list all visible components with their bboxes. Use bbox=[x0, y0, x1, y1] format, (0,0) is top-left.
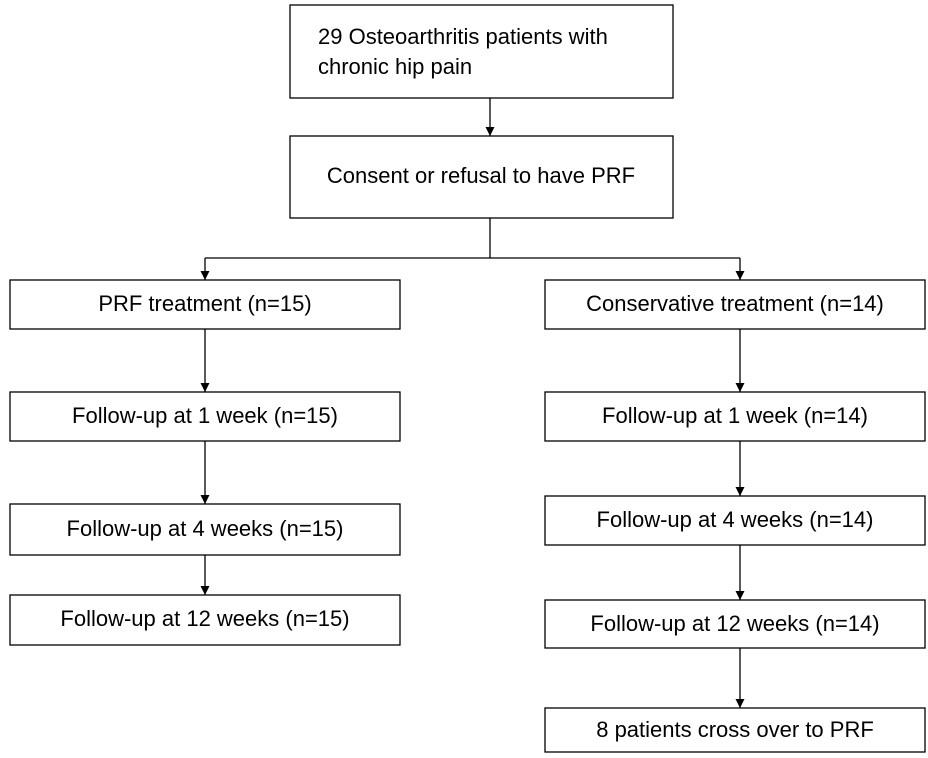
node-label: Follow-up at 12 weeks (n=14) bbox=[590, 611, 879, 636]
node-label: Conservative treatment (n=14) bbox=[586, 291, 884, 316]
node-box bbox=[544, 599, 926, 649]
node-box bbox=[544, 279, 926, 330]
node-label: Follow-up at 4 weeks (n=14) bbox=[597, 507, 874, 532]
connectors bbox=[200, 98, 745, 708]
node-box bbox=[9, 594, 401, 646]
node-box bbox=[544, 391, 926, 442]
node-box bbox=[289, 135, 674, 219]
node-label: chronic hip pain bbox=[318, 54, 472, 79]
node-label: PRF treatment (n=15) bbox=[98, 291, 311, 316]
node-label: Consent or refusal to have PRF bbox=[327, 163, 635, 188]
node-box bbox=[9, 503, 401, 556]
node-box bbox=[289, 4, 674, 99]
node-box bbox=[9, 391, 401, 442]
node-label: Follow-up at 12 weeks (n=15) bbox=[60, 606, 349, 631]
node-box bbox=[9, 279, 401, 330]
node-box bbox=[544, 707, 926, 753]
node-label: 29 Osteoarthritis patients with bbox=[318, 24, 608, 49]
node-label: Follow-up at 1 week (n=14) bbox=[602, 403, 868, 428]
node-label: Follow-up at 1 week (n=15) bbox=[72, 403, 338, 428]
node-label: Follow-up at 4 weeks (n=15) bbox=[67, 516, 344, 541]
node-label: 8 patients cross over to PRF bbox=[596, 717, 874, 742]
node-box bbox=[544, 495, 926, 546]
